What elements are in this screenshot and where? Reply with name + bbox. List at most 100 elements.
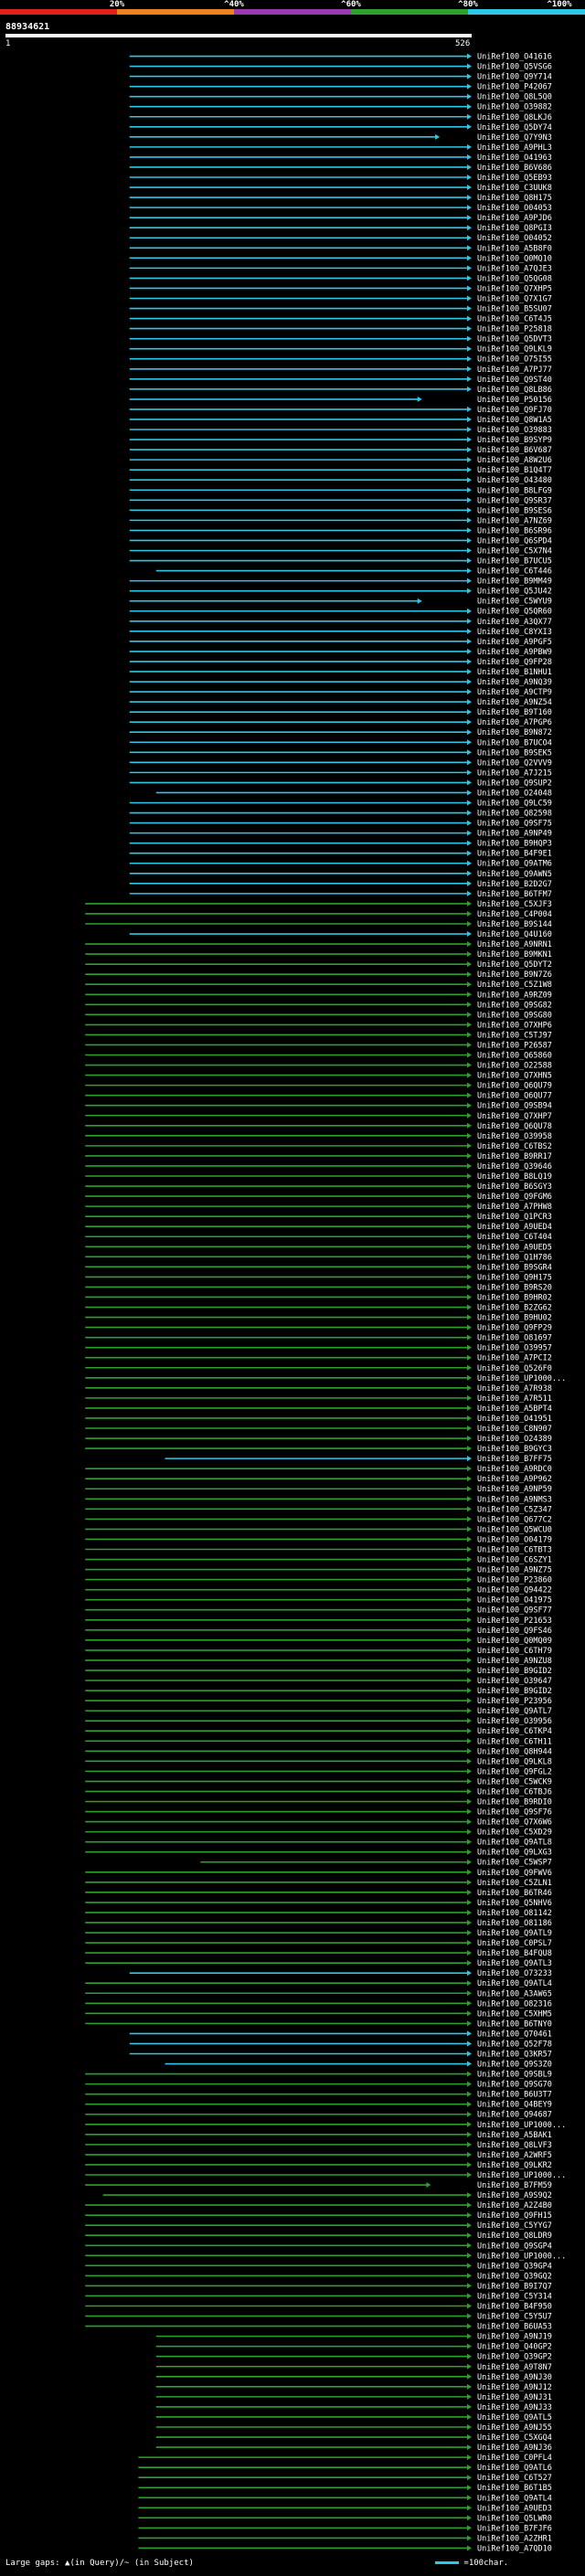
- hit-label[interactable]: UniRef100_Q9SF77: [477, 1606, 552, 1616]
- hit-label[interactable]: UniRef100_B6V687: [477, 446, 552, 455]
- hit-label[interactable]: UniRef100_B9GID2: [477, 1667, 552, 1676]
- hit-label[interactable]: UniRef100_Q8H944: [477, 1747, 552, 1756]
- hit-label[interactable]: UniRef100_Q3KR57: [477, 2051, 552, 2060]
- hit-label[interactable]: UniRef100_A5BAK1: [477, 2131, 552, 2140]
- hit-label[interactable]: UniRef100_B7UCU5: [477, 557, 552, 567]
- hit-label[interactable]: UniRef100_B9S144: [477, 920, 552, 929]
- hit-label[interactable]: UniRef100_Q1H786: [477, 1253, 552, 1262]
- hit-label[interactable]: UniRef100_Q9Y714: [477, 73, 552, 82]
- hit-label[interactable]: UniRef100_A9UED3: [477, 2504, 552, 2513]
- hit-label[interactable]: UniRef100_Q5LWR0: [477, 2514, 552, 2523]
- hit-label[interactable]: UniRef100_A9NZU8: [477, 1657, 552, 1666]
- hit-label[interactable]: UniRef100_A9NZ75: [477, 1566, 552, 1575]
- hit-label[interactable]: UniRef100_A7PGP6: [477, 718, 552, 727]
- hit-label[interactable]: UniRef100_Q8L5Q0: [477, 93, 552, 102]
- hit-label[interactable]: UniRef100_Q5VSG6: [477, 63, 552, 72]
- hit-label[interactable]: UniRef100_A9S9Q2: [477, 2191, 552, 2200]
- hit-label[interactable]: UniRef100_Q9FH15: [477, 2211, 552, 2221]
- hit-label[interactable]: UniRef100_Q94422: [477, 1586, 552, 1595]
- hit-label[interactable]: UniRef100_Q5DYT2: [477, 960, 552, 970]
- hit-label[interactable]: UniRef100_O43480: [477, 476, 552, 485]
- hit-label[interactable]: UniRef100_C0PFL4: [477, 2454, 552, 2463]
- hit-label[interactable]: UniRef100_Q9LKL8: [477, 1757, 552, 1766]
- hit-label[interactable]: UniRef100_A9NMS3: [477, 1495, 552, 1504]
- hit-label[interactable]: UniRef100_C3UUK8: [477, 184, 552, 193]
- hit-label[interactable]: UniRef100_C5Z347: [477, 1505, 552, 1514]
- hit-label[interactable]: UniRef100_P23860: [477, 1576, 552, 1585]
- hit-label[interactable]: UniRef100_Q7XHP7: [477, 1112, 552, 1121]
- hit-label[interactable]: UniRef100_C5XHM5: [477, 2009, 552, 2019]
- hit-label[interactable]: UniRef100_O41975: [477, 1596, 552, 1606]
- hit-label[interactable]: UniRef100_C6T404: [477, 1233, 552, 1242]
- hit-label[interactable]: UniRef100_O04052: [477, 234, 552, 243]
- hit-label[interactable]: UniRef100_Q6QU78: [477, 1122, 552, 1131]
- hit-label[interactable]: UniRef100_A3AW65: [477, 1989, 552, 1998]
- hit-label[interactable]: UniRef100_C4P004: [477, 910, 552, 919]
- hit-label[interactable]: UniRef100_A7R511: [477, 1394, 552, 1404]
- hit-label[interactable]: UniRef100_B8LFG9: [477, 486, 552, 495]
- hit-label[interactable]: UniRef100_B9HU02: [477, 1314, 552, 1323]
- hit-label[interactable]: UniRef100_Q9SBL9: [477, 2071, 552, 2080]
- hit-label[interactable]: UniRef100_B9RDI0: [477, 1797, 552, 1807]
- hit-label[interactable]: UniRef100_Q9SGP4: [477, 2242, 552, 2251]
- hit-label[interactable]: UniRef100_Q9ATL3: [477, 1959, 552, 1968]
- hit-label[interactable]: UniRef100_O41616: [477, 53, 552, 62]
- hit-label[interactable]: UniRef100_B6V686: [477, 164, 552, 173]
- hit-label[interactable]: UniRef100_UP1000...: [477, 1374, 566, 1383]
- hit-label[interactable]: UniRef100_B5SU07: [477, 305, 552, 314]
- hit-label[interactable]: UniRef100_P26587: [477, 1041, 552, 1050]
- hit-label[interactable]: UniRef100_A7J215: [477, 769, 552, 778]
- hit-label[interactable]: UniRef100_Q1PCR3: [477, 1213, 552, 1222]
- hit-label[interactable]: UniRef100_Q5NHV6: [477, 1899, 552, 1908]
- hit-label[interactable]: UniRef100_O73233: [477, 1969, 552, 1978]
- hit-label[interactable]: UniRef100_Q9LKL9: [477, 345, 552, 355]
- hit-label[interactable]: UniRef100_A7R938: [477, 1384, 552, 1394]
- hit-label[interactable]: UniRef100_B9T160: [477, 708, 552, 717]
- hit-label[interactable]: UniRef100_B2D2G7: [477, 880, 552, 889]
- hit-label[interactable]: UniRef100_C5ZLN1: [477, 1879, 552, 1888]
- hit-label[interactable]: UniRef100_O75I55: [477, 355, 552, 365]
- hit-label[interactable]: UniRef100_A9PHL3: [477, 143, 552, 153]
- hit-label[interactable]: UniRef100_B6UA53: [477, 2323, 552, 2332]
- hit-label[interactable]: UniRef100_O81186: [477, 1919, 552, 1928]
- hit-label[interactable]: UniRef100_A9NP59: [477, 1485, 552, 1494]
- hit-label[interactable]: UniRef100_Q9ATL4: [477, 2494, 552, 2503]
- hit-label[interactable]: UniRef100_C6TKP4: [477, 1727, 552, 1736]
- hit-label[interactable]: UniRef100_O41963: [477, 154, 552, 163]
- hit-label[interactable]: UniRef100_A9NP49: [477, 830, 552, 839]
- hit-label[interactable]: UniRef100_Q8LB86: [477, 386, 552, 395]
- hit-label[interactable]: UniRef100_Q5DVT3: [477, 335, 552, 345]
- hit-label[interactable]: UniRef100_Q6QU77: [477, 1092, 552, 1101]
- hit-label[interactable]: UniRef100_P42067: [477, 83, 552, 92]
- hit-label[interactable]: UniRef100_B9MKN1: [477, 950, 552, 959]
- hit-label[interactable]: UniRef100_O39647: [477, 1677, 552, 1686]
- hit-label[interactable]: UniRef100_A9T8N7: [477, 2363, 552, 2372]
- hit-label[interactable]: UniRef100_Q9FWV6: [477, 1869, 552, 1878]
- hit-label[interactable]: UniRef100_A9NZ54: [477, 698, 552, 707]
- hit-label[interactable]: UniRef100_C5TJ97: [477, 1031, 552, 1040]
- hit-label[interactable]: UniRef100_Q9AWN5: [477, 870, 552, 879]
- hit-label[interactable]: UniRef100_A5BPT4: [477, 1405, 552, 1414]
- hit-label[interactable]: UniRef100_B6U3T7: [477, 2091, 552, 2100]
- hit-label[interactable]: UniRef100_C5Y314: [477, 2292, 552, 2301]
- hit-label[interactable]: UniRef100_C6T4J5: [477, 315, 552, 324]
- hit-label[interactable]: UniRef100_B8LQ19: [477, 1172, 552, 1182]
- hit-label[interactable]: UniRef100_Q9ST40: [477, 376, 552, 385]
- hit-label[interactable]: UniRef100_C6TH79: [477, 1647, 552, 1656]
- hit-label[interactable]: UniRef100_A8W2U6: [477, 456, 552, 465]
- hit-label[interactable]: UniRef100_Q9LXG3: [477, 1849, 552, 1858]
- hit-label[interactable]: UniRef100_B9I7Q7: [477, 2282, 552, 2291]
- hit-label[interactable]: UniRef100_C5Y5U7: [477, 2313, 552, 2322]
- hit-label[interactable]: UniRef100_O22588: [477, 1062, 552, 1071]
- hit-label[interactable]: UniRef100_C5Z1W8: [477, 981, 552, 990]
- hit-label[interactable]: UniRef100_A5B8F0: [477, 244, 552, 253]
- hit-label[interactable]: UniRef100_Q7Y9N3: [477, 133, 552, 143]
- hit-label[interactable]: UniRef100_O39958: [477, 1132, 552, 1141]
- hit-label[interactable]: UniRef100_B6SR96: [477, 526, 552, 535]
- hit-label[interactable]: UniRef100_A3QX77: [477, 618, 552, 627]
- hit-label[interactable]: UniRef100_C6TBT3: [477, 1545, 552, 1554]
- hit-label[interactable]: UniRef100_Q0MQ09: [477, 1637, 552, 1646]
- hit-label[interactable]: UniRef100_Q39GP2: [477, 2353, 552, 2362]
- hit-label[interactable]: UniRef100_B9MM49: [477, 578, 552, 587]
- hit-label[interactable]: UniRef100_Q8LKJ6: [477, 113, 552, 122]
